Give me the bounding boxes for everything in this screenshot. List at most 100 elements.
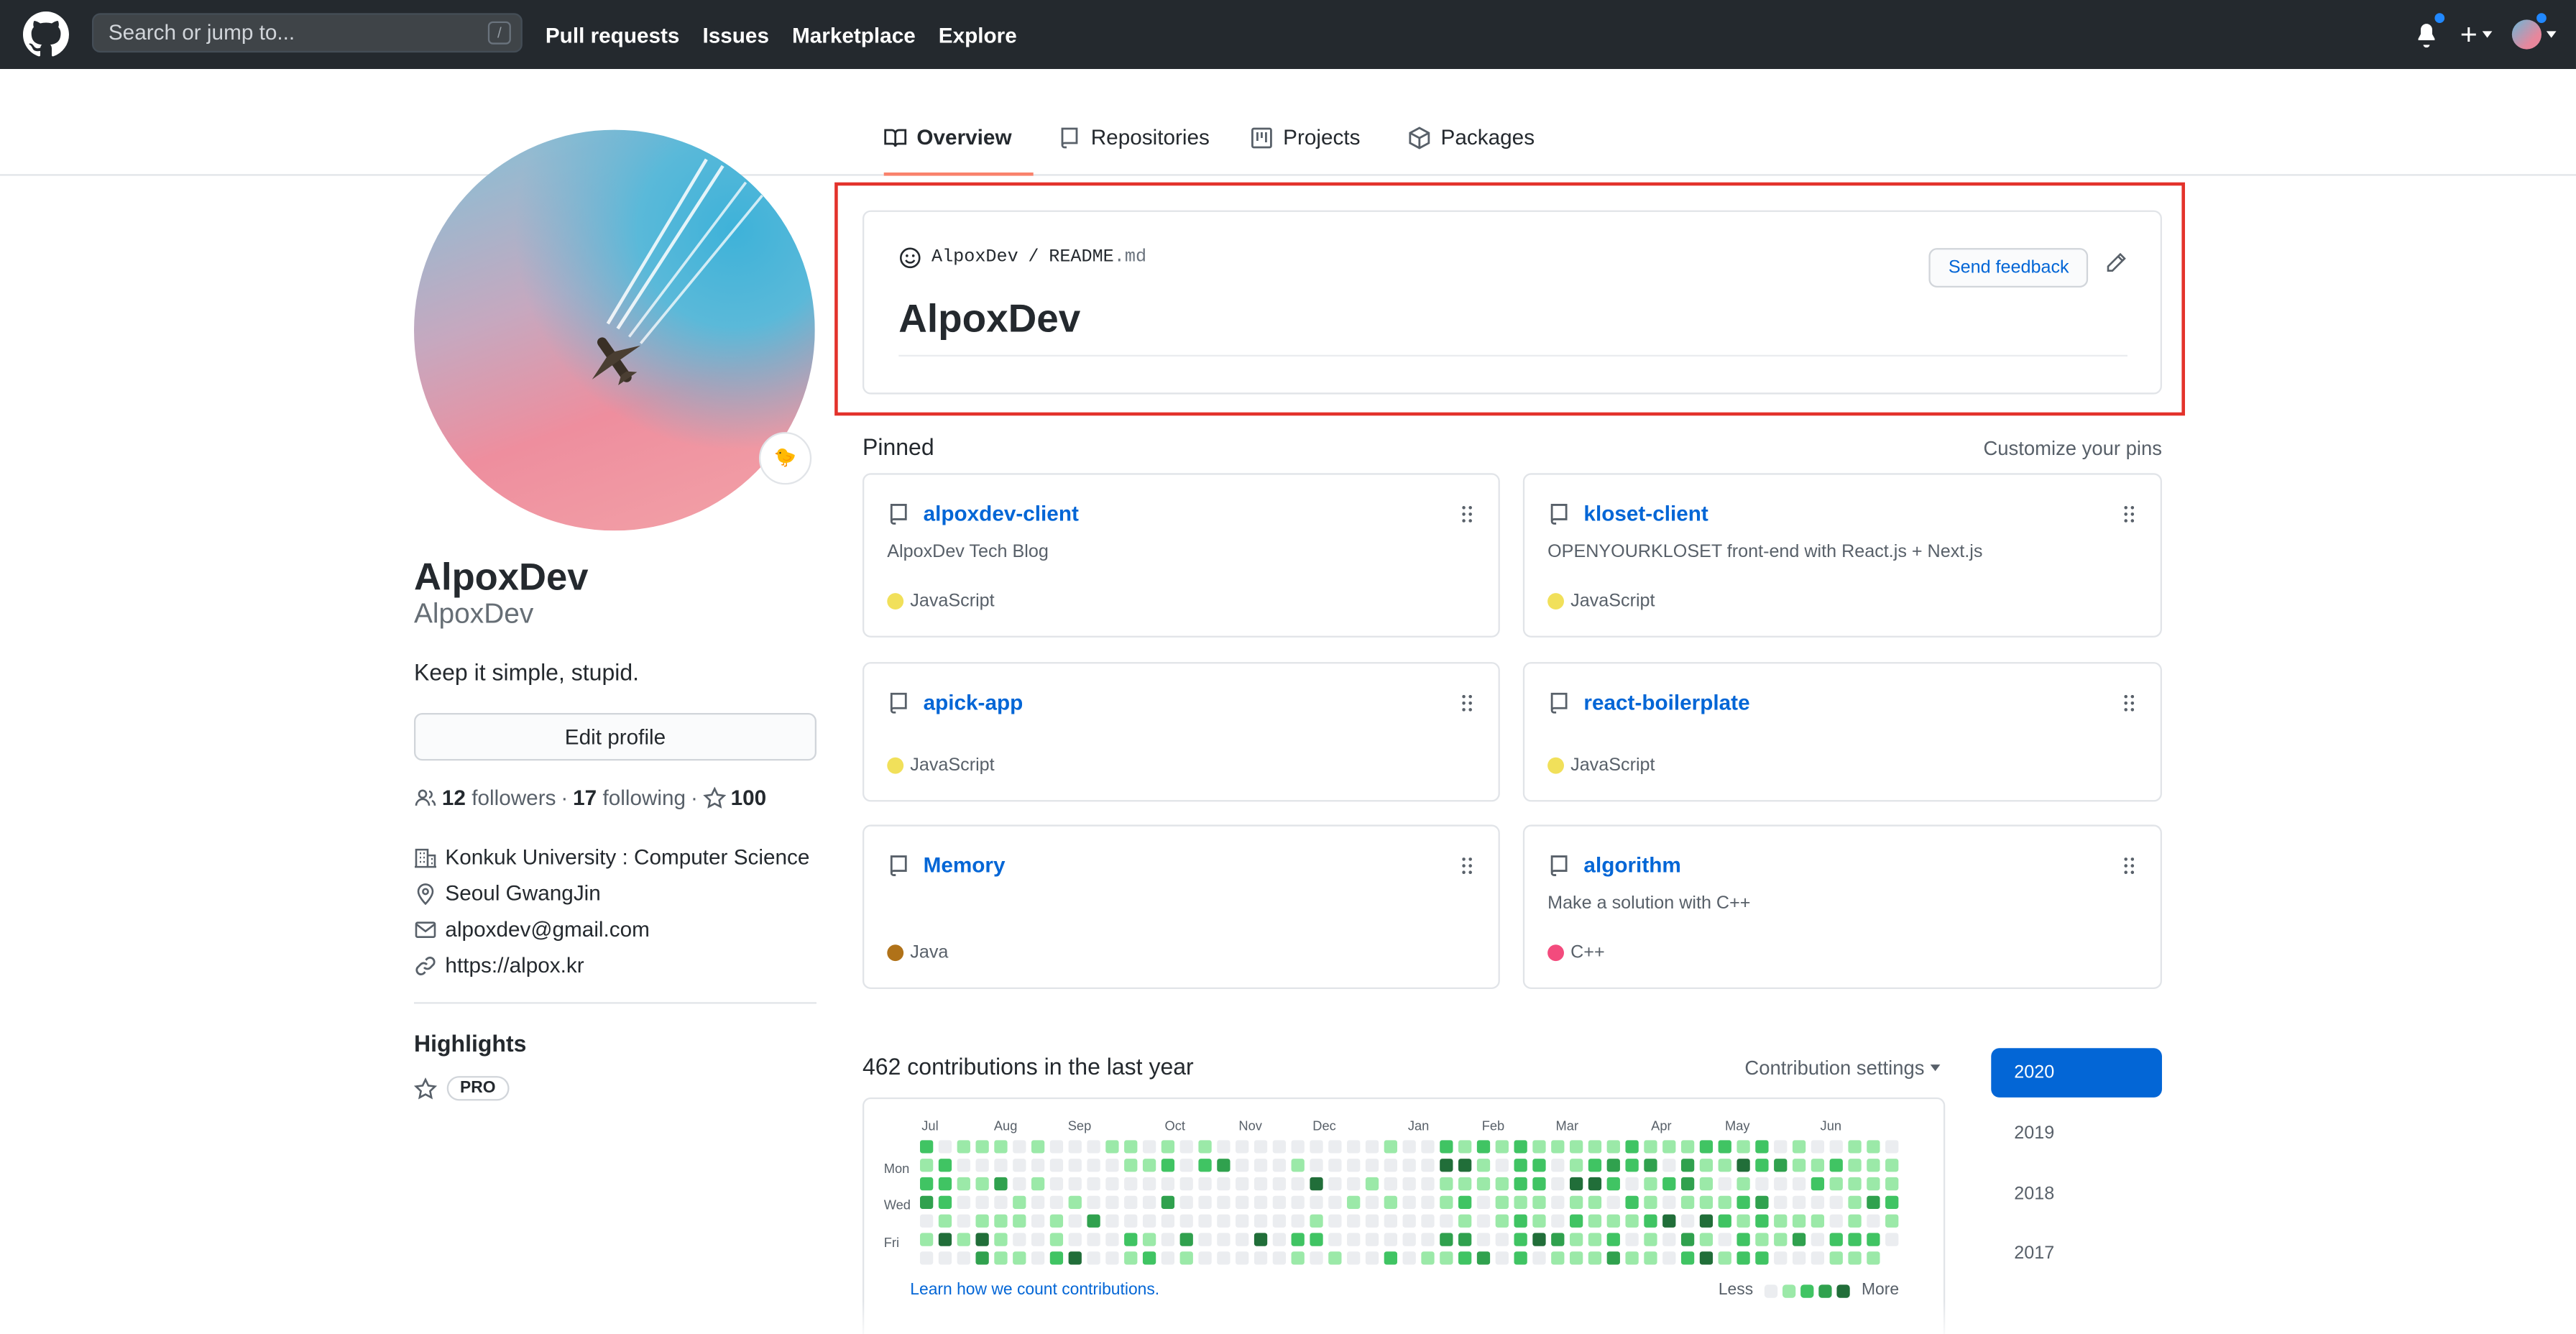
contribution-day[interactable] bbox=[1867, 1177, 1880, 1191]
contribution-day[interactable] bbox=[1031, 1140, 1045, 1154]
contribution-day[interactable] bbox=[1458, 1233, 1472, 1246]
contribution-day[interactable] bbox=[1291, 1214, 1305, 1228]
contribution-day[interactable] bbox=[1142, 1233, 1156, 1246]
contribution-day[interactable] bbox=[1476, 1251, 1491, 1265]
search-input[interactable]: Search or jump to... / bbox=[91, 13, 523, 53]
contribution-day[interactable] bbox=[1829, 1195, 1843, 1210]
contribution-day[interactable] bbox=[1105, 1159, 1119, 1172]
contribution-day[interactable] bbox=[1644, 1214, 1657, 1228]
contribution-day[interactable] bbox=[1179, 1159, 1193, 1172]
contribution-day[interactable] bbox=[1699, 1195, 1714, 1210]
contribution-day[interactable] bbox=[1699, 1159, 1714, 1172]
contribution-day[interactable] bbox=[1421, 1177, 1435, 1191]
contribution-day[interactable] bbox=[1402, 1214, 1416, 1228]
following-link[interactable]: 17 following bbox=[573, 786, 686, 810]
contribution-day[interactable] bbox=[1013, 1159, 1026, 1172]
contribution-day[interactable] bbox=[1532, 1177, 1546, 1191]
contribution-day[interactable] bbox=[1588, 1214, 1602, 1228]
create-new-button[interactable]: + bbox=[2460, 19, 2493, 50]
contribution-day[interactable] bbox=[1699, 1233, 1714, 1246]
contribution-day[interactable] bbox=[1347, 1159, 1361, 1172]
year-2019[interactable]: 2019 bbox=[2014, 1123, 2055, 1144]
contribution-day[interactable] bbox=[1421, 1195, 1435, 1210]
contribution-day[interactable] bbox=[1310, 1195, 1323, 1210]
contribution-day[interactable] bbox=[1867, 1195, 1880, 1210]
readme-owner-link[interactable]: AlpoxDev bbox=[931, 248, 1018, 268]
contribution-day[interactable] bbox=[919, 1177, 934, 1191]
drag-handle-icon[interactable] bbox=[2124, 857, 2135, 874]
contribution-day[interactable] bbox=[1662, 1140, 1676, 1154]
contribution-day[interactable] bbox=[1588, 1177, 1602, 1191]
contribution-day[interactable] bbox=[1347, 1233, 1361, 1246]
contribution-day[interactable] bbox=[1532, 1233, 1546, 1246]
contribution-day[interactable] bbox=[1384, 1140, 1397, 1154]
contribution-day[interactable] bbox=[1236, 1195, 1249, 1210]
contribution-day[interactable] bbox=[1718, 1251, 1731, 1265]
contribution-day[interactable] bbox=[1551, 1159, 1565, 1172]
contribution-day[interactable] bbox=[1774, 1233, 1788, 1246]
contribution-day[interactable] bbox=[1049, 1140, 1064, 1154]
drag-handle-icon[interactable] bbox=[1462, 505, 1472, 523]
contribution-day[interactable] bbox=[1736, 1214, 1750, 1228]
contribution-day[interactable] bbox=[1495, 1159, 1509, 1172]
contribution-day[interactable] bbox=[1532, 1251, 1546, 1265]
contribution-day[interactable] bbox=[1867, 1251, 1880, 1265]
contribution-day[interactable] bbox=[1569, 1177, 1583, 1191]
readme-file-link[interactable]: README.md bbox=[1049, 248, 1146, 267]
contribution-day[interactable] bbox=[1514, 1159, 1527, 1172]
contribution-day[interactable] bbox=[1365, 1140, 1379, 1154]
contribution-day[interactable] bbox=[1347, 1177, 1361, 1191]
contribution-day[interactable] bbox=[1013, 1233, 1026, 1246]
contribution-day[interactable] bbox=[1774, 1251, 1788, 1265]
contribution-day[interactable] bbox=[1569, 1251, 1583, 1265]
contribution-day[interactable] bbox=[1328, 1140, 1342, 1154]
contribution-day[interactable] bbox=[1013, 1177, 1026, 1191]
contribution-day[interactable] bbox=[1458, 1214, 1472, 1228]
contribution-day[interactable] bbox=[1179, 1140, 1193, 1154]
contribution-day[interactable] bbox=[1365, 1214, 1379, 1228]
contribution-day[interactable] bbox=[1310, 1140, 1323, 1154]
contribution-day[interactable] bbox=[1792, 1140, 1806, 1154]
contribution-day[interactable] bbox=[1495, 1214, 1509, 1228]
contribution-day[interactable] bbox=[1049, 1177, 1064, 1191]
contribution-day[interactable] bbox=[919, 1195, 934, 1210]
contribution-day[interactable] bbox=[1792, 1159, 1806, 1172]
tab-overview[interactable]: Overview bbox=[883, 125, 1034, 176]
contribution-day[interactable] bbox=[1254, 1140, 1268, 1154]
vcard-website[interactable]: https://alpox.kr bbox=[414, 953, 584, 978]
contribution-day[interactable] bbox=[1402, 1233, 1416, 1246]
contribution-day[interactable] bbox=[1829, 1214, 1843, 1228]
contribution-day[interactable] bbox=[1236, 1214, 1249, 1228]
learn-contributions-link[interactable]: Learn how we count contributions. bbox=[910, 1281, 1160, 1300]
contribution-day[interactable] bbox=[1217, 1214, 1230, 1228]
contribution-day[interactable] bbox=[1885, 1140, 1899, 1154]
contribution-day[interactable] bbox=[1440, 1195, 1453, 1210]
drag-handle-icon[interactable] bbox=[2124, 694, 2135, 712]
contribution-day[interactable] bbox=[1514, 1233, 1527, 1246]
contribution-day[interactable] bbox=[1291, 1140, 1305, 1154]
contribution-day[interactable] bbox=[1440, 1177, 1453, 1191]
contribution-day[interactable] bbox=[1365, 1177, 1379, 1191]
contribution-day[interactable] bbox=[1254, 1214, 1268, 1228]
contribution-day[interactable] bbox=[1236, 1140, 1249, 1154]
contribution-day[interactable] bbox=[1440, 1251, 1453, 1265]
contribution-day[interactable] bbox=[1811, 1214, 1825, 1228]
contribution-day[interactable] bbox=[1272, 1159, 1287, 1172]
contribution-day[interactable] bbox=[1680, 1251, 1695, 1265]
contribution-day[interactable] bbox=[1198, 1195, 1212, 1210]
contribution-day[interactable] bbox=[1291, 1159, 1305, 1172]
contribution-day[interactable] bbox=[1328, 1177, 1342, 1191]
contribution-day[interactable] bbox=[1049, 1195, 1064, 1210]
contribution-day[interactable] bbox=[1310, 1177, 1323, 1191]
contribution-day[interactable] bbox=[1458, 1140, 1472, 1154]
contribution-day[interactable] bbox=[1606, 1195, 1620, 1210]
contribution-day[interactable] bbox=[1514, 1214, 1527, 1228]
contribution-day[interactable] bbox=[1551, 1195, 1565, 1210]
contribution-day[interactable] bbox=[994, 1195, 1008, 1210]
contribution-day[interactable] bbox=[1644, 1195, 1657, 1210]
contribution-day[interactable] bbox=[1588, 1233, 1602, 1246]
contribution-day[interactable] bbox=[1328, 1214, 1342, 1228]
contribution-day[interactable] bbox=[1532, 1159, 1546, 1172]
contribution-day[interactable] bbox=[1105, 1177, 1119, 1191]
contribution-day[interactable] bbox=[1124, 1159, 1138, 1172]
